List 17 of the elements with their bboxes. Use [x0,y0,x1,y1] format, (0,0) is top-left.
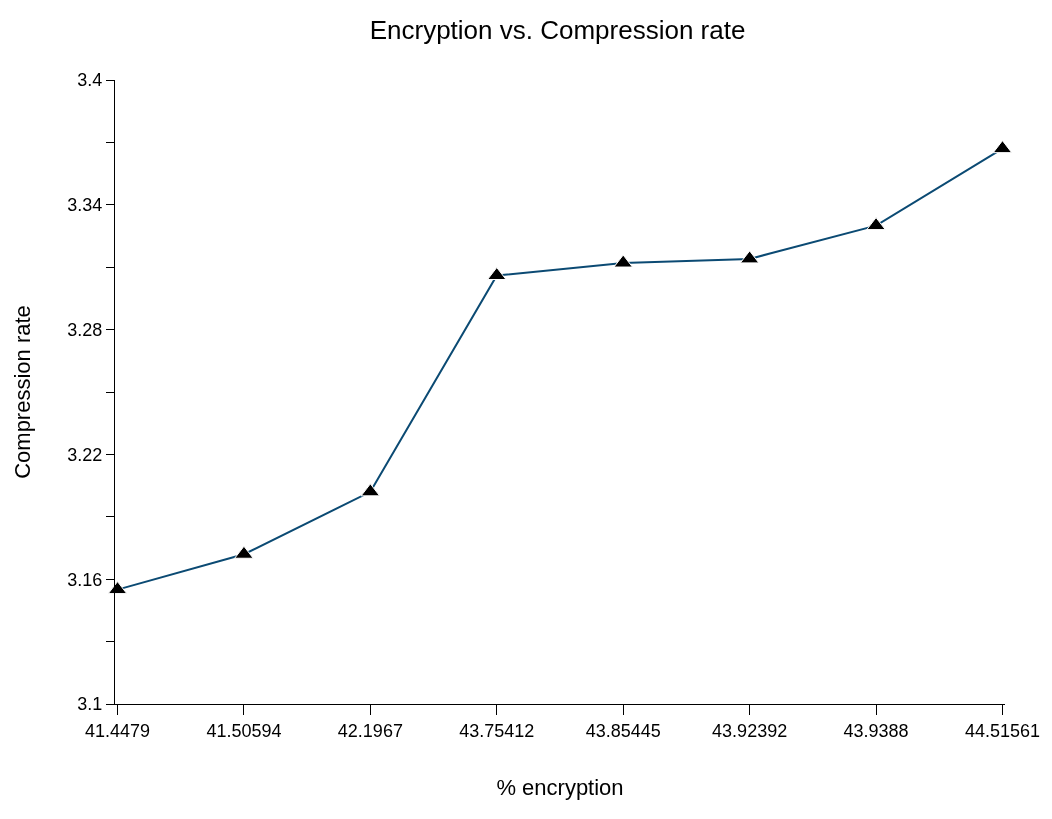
x-axis-title: % encryption [496,775,624,801]
x-tick-label: 43.85445 [585,720,661,741]
y-tick-label: 3.1 [77,694,103,715]
x-tick-label: 43.75412 [459,720,535,741]
y-tick-label: 3.4 [77,70,103,91]
y-tick-label: 3.28 [67,319,103,340]
x-tick-label: 42.1967 [337,720,403,741]
x-tick-label: 44.51561 [964,720,1041,741]
y-tick-label: 3.16 [67,569,103,590]
x-tick-label: 41.4479 [84,720,151,741]
x-tick-label: 41.50594 [206,720,282,741]
y-axis-title: Compression rate [10,305,36,479]
x-tick-label: 43.92392 [712,720,788,741]
y-tick-label: 3.22 [67,444,103,465]
x-tick-label: 43.9388 [843,720,909,741]
chart-title: Encryption vs. Compression rate [369,14,746,45]
y-tick-label: 3.34 [67,195,103,216]
